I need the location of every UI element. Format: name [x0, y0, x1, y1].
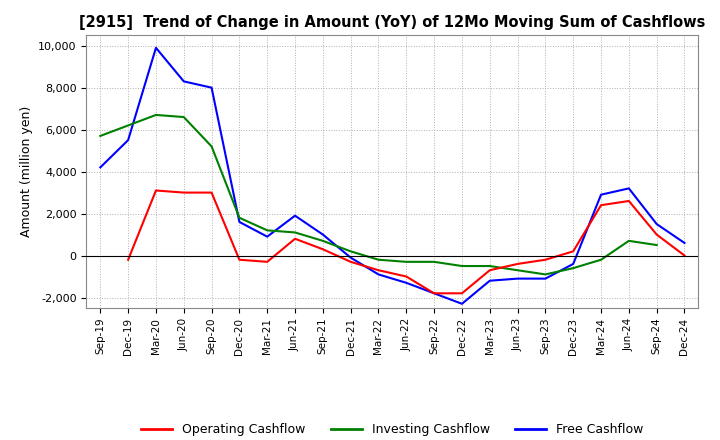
Legend: Operating Cashflow, Investing Cashflow, Free Cashflow: Operating Cashflow, Investing Cashflow, …: [136, 418, 649, 440]
Y-axis label: Amount (million yen): Amount (million yen): [19, 106, 32, 237]
Free Cashflow: [235, 219, 243, 224]
Free Cashflow: [513, 276, 522, 281]
Operating Cashflow: [235, 257, 243, 262]
Operating Cashflow: [318, 246, 327, 252]
Free Cashflow: [152, 45, 161, 51]
Investing Cashflow: [374, 257, 383, 262]
Operating Cashflow: [207, 190, 216, 195]
Investing Cashflow: [569, 265, 577, 271]
Investing Cashflow: [541, 272, 550, 277]
Investing Cashflow: [152, 112, 161, 117]
Free Cashflow: [597, 192, 606, 197]
Title: [2915]  Trend of Change in Amount (YoY) of 12Mo Moving Sum of Cashflows: [2915] Trend of Change in Amount (YoY) o…: [79, 15, 706, 30]
Operating Cashflow: [652, 232, 661, 237]
Investing Cashflow: [402, 259, 410, 264]
Operating Cashflow: [680, 253, 689, 258]
Free Cashflow: [569, 261, 577, 267]
Operating Cashflow: [430, 291, 438, 296]
Investing Cashflow: [179, 114, 188, 120]
Free Cashflow: [318, 232, 327, 237]
Operating Cashflow: [346, 259, 355, 264]
Operating Cashflow: [541, 257, 550, 262]
Free Cashflow: [96, 165, 104, 170]
Free Cashflow: [207, 85, 216, 90]
Operating Cashflow: [179, 190, 188, 195]
Free Cashflow: [374, 272, 383, 277]
Operating Cashflow: [513, 261, 522, 267]
Operating Cashflow: [291, 236, 300, 242]
Investing Cashflow: [124, 123, 132, 128]
Operating Cashflow: [624, 198, 633, 204]
Operating Cashflow: [458, 291, 467, 296]
Investing Cashflow: [96, 133, 104, 139]
Investing Cashflow: [652, 242, 661, 248]
Free Cashflow: [541, 276, 550, 281]
Free Cashflow: [346, 255, 355, 260]
Operating Cashflow: [569, 249, 577, 254]
Operating Cashflow: [374, 268, 383, 273]
Operating Cashflow: [597, 202, 606, 208]
Free Cashflow: [291, 213, 300, 218]
Investing Cashflow: [263, 228, 271, 233]
Operating Cashflow: [124, 257, 132, 262]
Free Cashflow: [124, 137, 132, 143]
Free Cashflow: [179, 79, 188, 84]
Operating Cashflow: [152, 188, 161, 193]
Investing Cashflow: [235, 215, 243, 220]
Investing Cashflow: [207, 144, 216, 149]
Free Cashflow: [430, 291, 438, 296]
Free Cashflow: [402, 280, 410, 286]
Investing Cashflow: [624, 238, 633, 243]
Line: Investing Cashflow: Investing Cashflow: [100, 115, 657, 275]
Investing Cashflow: [458, 264, 467, 269]
Investing Cashflow: [318, 238, 327, 243]
Free Cashflow: [458, 301, 467, 306]
Free Cashflow: [652, 221, 661, 227]
Free Cashflow: [485, 278, 494, 283]
Operating Cashflow: [485, 268, 494, 273]
Free Cashflow: [680, 240, 689, 246]
Operating Cashflow: [402, 274, 410, 279]
Free Cashflow: [624, 186, 633, 191]
Investing Cashflow: [597, 257, 606, 262]
Investing Cashflow: [513, 268, 522, 273]
Operating Cashflow: [263, 259, 271, 264]
Line: Operating Cashflow: Operating Cashflow: [128, 191, 685, 293]
Investing Cashflow: [346, 249, 355, 254]
Line: Free Cashflow: Free Cashflow: [100, 48, 685, 304]
Investing Cashflow: [430, 259, 438, 264]
Investing Cashflow: [485, 264, 494, 269]
Free Cashflow: [263, 234, 271, 239]
Investing Cashflow: [291, 230, 300, 235]
